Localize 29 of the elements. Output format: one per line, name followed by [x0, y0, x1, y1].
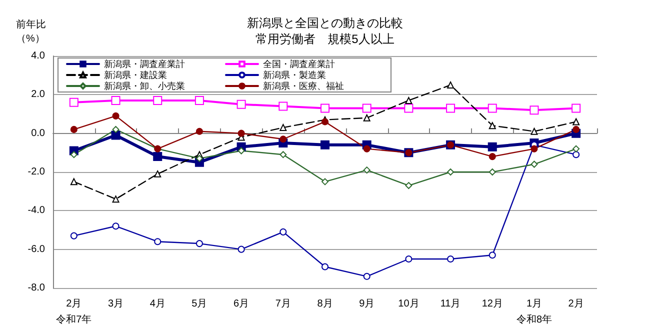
x-tick-label: 2月令和7年 [56, 298, 92, 326]
x-tick-label: 3月 [108, 298, 124, 310]
chart-subtitle: 常用労働者 規模5人以上 [256, 32, 394, 46]
y-tick-label: 4.0 [31, 50, 46, 62]
y-tick-label: 0.0 [31, 128, 46, 139]
y-axis-title: 前年比（%） [16, 18, 46, 44]
x-tick-label: 12月 [482, 298, 503, 310]
x-tick-label: 5月 [192, 298, 208, 310]
y-tick-label: -8.0 [28, 282, 46, 294]
x-tick-label: 1月令和8年 [516, 298, 552, 326]
x-tick-label: 8月 [317, 298, 333, 310]
y-tick-label: 2.0 [31, 89, 46, 100]
legend-label: 全国・調査産業計 [263, 59, 335, 69]
x-tick-label: 4月 [150, 298, 166, 310]
legend-label: 新潟県・建設業 [104, 70, 167, 80]
x-tick-label: 2月 [568, 298, 584, 310]
y-tick-label: -6.0 [28, 244, 46, 255]
x-tick-label: 10月 [398, 298, 420, 310]
x-tick-label: 9月 [359, 298, 375, 310]
legend-label: 新潟県・調査産業計 [104, 59, 185, 69]
chart-title: 新潟県と全国との動きの比較 [247, 16, 403, 30]
x-tick-label: 6月 [234, 298, 250, 310]
y-tick-label: -2.0 [28, 166, 46, 178]
legend-label: 新潟県・卸、小売業 [104, 81, 185, 91]
legend-label: 新潟県・製造業 [263, 70, 326, 80]
x-tick-label: 7月 [275, 298, 291, 310]
y-tick-label: -4.0 [28, 205, 46, 216]
legend-label: 新潟県・医療、福祉 [263, 81, 344, 91]
x-tick-label: 11月 [440, 298, 461, 310]
